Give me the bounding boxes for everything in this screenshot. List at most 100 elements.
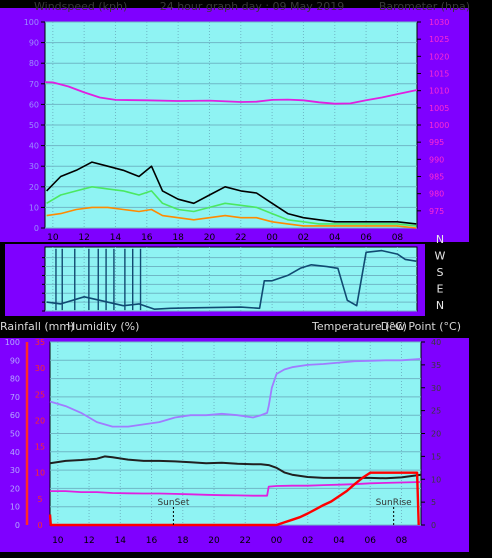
- wind-direction-grid: [45, 247, 417, 312]
- x-tick-label: 00: [271, 536, 283, 546]
- wind-tick-label: 10: [29, 203, 39, 212]
- wind-gust-line: [46, 161, 417, 225]
- barometer-tick-label: 990: [429, 155, 444, 164]
- x-tick-label: 18: [177, 536, 189, 546]
- humidity-tick-label: 40: [10, 448, 20, 457]
- wind-tick-label: 60: [29, 100, 39, 109]
- rainfall-tick-label: 25: [35, 390, 45, 399]
- x-tick-label: 20: [208, 536, 220, 546]
- wind-tick-label: 20: [29, 183, 39, 192]
- humidity-tick-label: 50: [10, 430, 20, 439]
- wind-tick-label: 50: [29, 121, 39, 130]
- sun-annotations: SunSet SunRise: [157, 498, 412, 525]
- barometer-tick-label: 1030: [429, 18, 449, 27]
- x-tick-label: 00: [266, 233, 278, 243]
- rainfall-tick-label: 35: [35, 338, 45, 347]
- barometer-tick-label: 995: [429, 138, 444, 147]
- barometer-line: [44, 81, 418, 105]
- temperature-tick-label: 25: [431, 407, 441, 416]
- x-tick-label: 22: [235, 233, 246, 243]
- wind-average-line: [46, 186, 417, 227]
- temperature-tick-label: 20: [431, 430, 441, 439]
- humidity-tick-label: 70: [10, 393, 20, 402]
- humidity-tick-label: 10: [10, 503, 20, 512]
- barometer-axis-title: Barometer (hpa): [379, 0, 470, 13]
- rainfall-line: [48, 471, 420, 527]
- barometer-tick-label: 1005: [429, 104, 449, 113]
- wind-baro-series: [44, 81, 418, 229]
- chart-title: 24 hour graph day : 09 May 2019: [160, 0, 345, 13]
- x-tick-label: 02: [298, 233, 309, 243]
- humidity-tick-label: 60: [10, 411, 20, 420]
- temperature-tick-label: 35: [431, 361, 441, 370]
- rainfall-tick-label: 5: [37, 495, 42, 504]
- rainfall-tick-label: 20: [35, 416, 45, 425]
- humidity-y-axis: 0 10 20 30 40 50 60 70 80 90 100: [5, 338, 20, 530]
- rainfall-tick-label: 15: [35, 443, 45, 452]
- barometer-tick-label: 1015: [429, 70, 449, 79]
- x-tick-label: 08: [396, 536, 408, 546]
- sun-annotation-label: SunSet: [157, 498, 189, 508]
- humidity-tick-label: 20: [10, 484, 20, 493]
- compass-label: E: [437, 283, 444, 296]
- x-tick-label: 12: [78, 233, 89, 243]
- wind-tick-label: 30: [29, 162, 39, 171]
- x-tick-label: 04: [329, 233, 341, 243]
- temperature-tick-label: 40: [431, 338, 441, 347]
- wind-tick-label: 90: [29, 39, 39, 48]
- compass-label: S: [437, 266, 444, 279]
- x-tick-label: 22: [240, 536, 251, 546]
- temperature-tick-label: 5: [431, 498, 436, 507]
- compass-label: W: [435, 250, 446, 263]
- x-tick-label: 10: [47, 233, 59, 243]
- temp-hum-rain-x-axis: 10 12 14 16 18 20 22 00 02 04 06 08: [52, 536, 407, 546]
- x-tick-label: 16: [146, 536, 158, 546]
- compass-label: N: [436, 233, 444, 246]
- barometer-tick-label: 1020: [429, 52, 449, 61]
- x-tick-label: 20: [204, 233, 216, 243]
- rainfall-tick-label: 10: [35, 469, 45, 478]
- humidity-tick-label: 80: [10, 375, 20, 384]
- x-tick-label: 16: [141, 233, 153, 243]
- wind-tick-label: 80: [29, 59, 39, 68]
- x-tick-label: 14: [115, 536, 127, 546]
- humidity-axis-title: Humidity (%): [67, 320, 139, 333]
- rainfall-y-axis: 0 5 10 15 20 25 30 35: [25, 338, 45, 530]
- barometer-tick-label: 975: [429, 207, 444, 216]
- barometer-tick-label: 1010: [429, 87, 449, 96]
- humidity-tick-label: 100: [5, 338, 20, 347]
- wind-lull-line: [46, 206, 417, 229]
- barometer-tick-label: 985: [429, 173, 444, 182]
- temperature-line: [49, 455, 422, 480]
- temp-hum-rain-series: [48, 358, 422, 527]
- sun-annotation-label: SunRise: [376, 498, 413, 508]
- wind-axis-title: Windspeed (kph): [34, 0, 127, 13]
- x-tick-label: 06: [360, 233, 372, 243]
- dewpoint-axis-title: Dew Point (°C): [381, 320, 461, 333]
- x-tick-label: 12: [83, 536, 94, 546]
- dewpoint-line: [49, 358, 422, 428]
- wind-x-axis: 10 12 14 16 18 20 22 00 02 04 06 08: [47, 233, 403, 243]
- wind-direction-series: [46, 248, 417, 311]
- temperature-tick-label: 0: [431, 521, 436, 530]
- wind-tick-label: 70: [29, 80, 39, 89]
- wind-direction-line: [46, 249, 417, 311]
- barometer-tick-label: 980: [429, 190, 444, 199]
- x-tick-label: 02: [302, 536, 313, 546]
- wind-tick-label: 40: [29, 142, 39, 151]
- rainfall-tick-label: 0: [37, 521, 42, 530]
- barometer-tick-label: 1000: [429, 121, 449, 130]
- humidity-line: [50, 481, 422, 497]
- wind-direction-y-axis: [42, 257, 45, 312]
- temperature-y-axis: 0 5 10 15 20 25 30 35 40: [421, 338, 441, 530]
- temp-hum-rain-grid: [50, 341, 421, 526]
- humidity-tick-label: 90: [10, 356, 20, 365]
- rainfall-axis-title: Rainfall (mm): [0, 320, 74, 333]
- x-tick-label: 04: [333, 536, 345, 546]
- x-tick-label: 14: [110, 233, 122, 243]
- temperature-axis-title: Temperature (°C): [311, 320, 407, 333]
- temperature-tick-label: 30: [431, 384, 441, 393]
